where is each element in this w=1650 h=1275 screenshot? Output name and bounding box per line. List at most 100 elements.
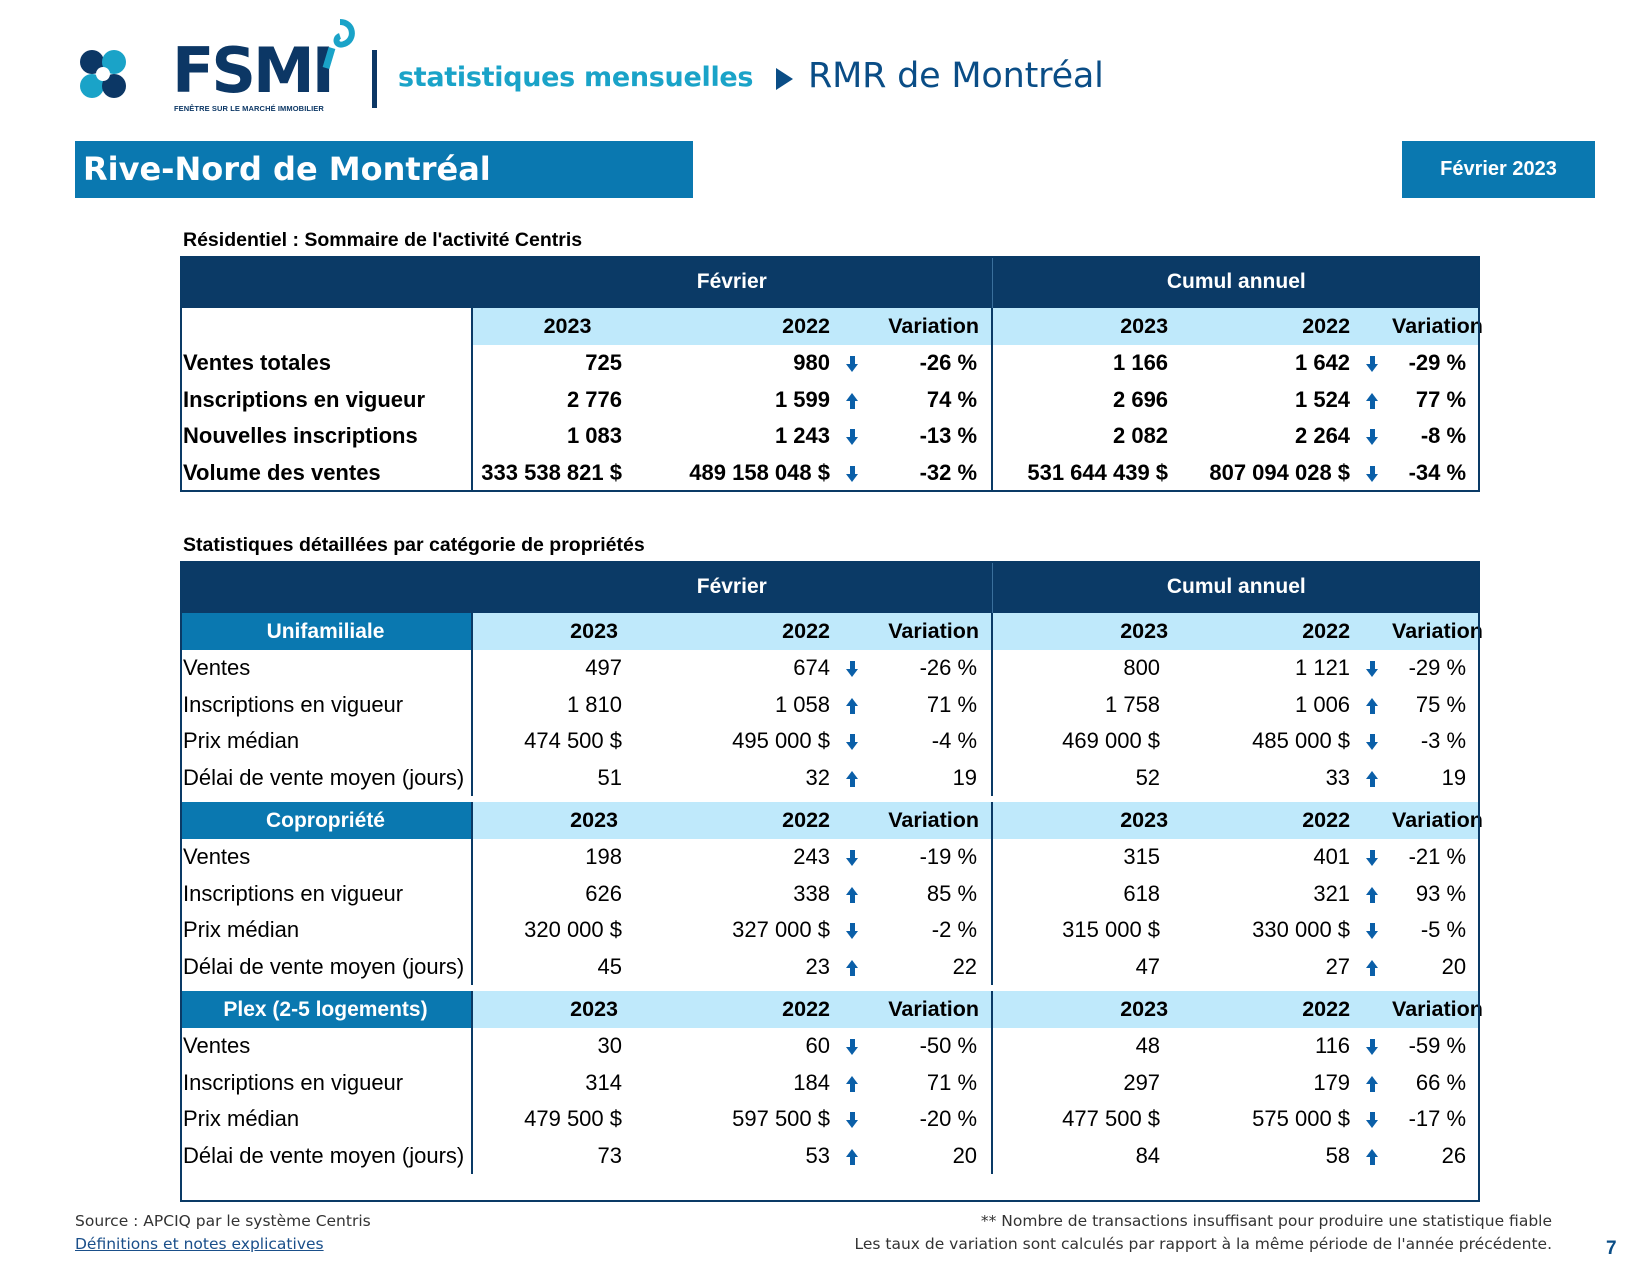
category-header-row: Plex (2-5 logements) 2023 2022 Variation 202… xyxy=(180,991,1483,1028)
variation-month: 74 % xyxy=(872,381,994,418)
arrow-up-icon xyxy=(1366,959,1379,976)
value-month-2023: 320 000 $ xyxy=(524,917,622,943)
arrow-down-icon xyxy=(846,1112,858,1129)
variation-ytd: 19 xyxy=(1441,764,1467,790)
variation-ytd-direction xyxy=(1352,382,1392,419)
variation-month-direction xyxy=(832,1101,872,1138)
fsmi-logo-mark xyxy=(80,50,126,98)
col-arrow-spacer xyxy=(832,802,872,839)
table-row: Prix médian 320 000 $ 327 000 $ -2 % 315 000… xyxy=(180,912,1480,949)
col-2022: 2022 xyxy=(632,802,832,839)
value-ytd-2023: 1 166 xyxy=(1112,350,1169,376)
table-row: Délai de vente moyen (jours) 73 53 20 84 58 26 xyxy=(180,1137,1480,1175)
variation-ytd: -34 % xyxy=(1408,459,1467,485)
table-row: Ventes totales 725 980 -26 % 1 166 1 642 -29 % xyxy=(180,345,1480,382)
variation-ytd: 77 % xyxy=(1415,386,1467,412)
row-label: Inscriptions en vigueur xyxy=(180,1064,473,1101)
variation-month-direction xyxy=(832,1028,872,1065)
variation-month-direction xyxy=(832,650,872,687)
play-arrow-icon xyxy=(776,68,793,90)
col-2023: 2023 xyxy=(472,991,632,1028)
variation-ytd: 93 % xyxy=(1415,880,1467,906)
variation-ytd-direction xyxy=(1352,949,1392,986)
value-month-2023: 479 500 $ xyxy=(524,1106,622,1132)
arrow-down-icon xyxy=(1366,734,1379,751)
col-2022-ytd: 2022 xyxy=(1170,613,1353,650)
variation-month: -26 % xyxy=(872,650,994,687)
footer-note-insufficient: ** Nombre de transactions insuffisant po… xyxy=(980,1212,1552,1230)
value-month-2022: 53 xyxy=(805,1142,830,1168)
value-ytd-2023: 800 xyxy=(1123,655,1161,681)
detail-header-month: Février xyxy=(472,561,993,613)
variation-ytd-direction xyxy=(1352,650,1392,687)
value-month-2022: 674 xyxy=(793,655,830,681)
col-variation: Variation xyxy=(872,308,994,345)
variation-ytd-direction xyxy=(1352,1138,1392,1175)
value-ytd-2023: 315 000 $ xyxy=(1062,917,1161,943)
value-month-2022: 489 158 048 $ xyxy=(689,459,830,485)
value-month-2022: 338 xyxy=(793,880,830,906)
arrow-down-icon xyxy=(846,429,858,446)
variation-month-direction xyxy=(832,912,872,949)
fsmi-logo-text: FSMI xyxy=(172,34,335,107)
row-label: Ventes xyxy=(180,1028,473,1065)
value-ytd-2023: 84 xyxy=(1135,1142,1161,1168)
value-month-2023: 314 xyxy=(585,1069,622,1095)
variation-ytd: -29 % xyxy=(1408,350,1467,376)
variation-month: -4 % xyxy=(872,723,994,760)
variation-ytd-direction xyxy=(1352,345,1392,382)
detail-table: Février Cumul annuel Unifamiliale 2023 202… xyxy=(180,561,1483,1175)
arrow-up-icon xyxy=(1366,1148,1379,1165)
category-header-row: Copropriété 2023 2022 Variation 2023 2022 Vari… xyxy=(180,802,1483,839)
arrow-down-icon xyxy=(1366,661,1379,678)
region-label: RMR de Montréal xyxy=(808,56,1104,96)
value-ytd-2022: 807 094 028 $ xyxy=(1209,459,1351,485)
category-header-row: Unifamiliale 2023 2022 Variation 2023 2022 Var… xyxy=(180,613,1483,650)
table-row: Ventes 30 60 -50 % 48 116 -59 % xyxy=(180,1028,1480,1065)
variation-ytd-direction xyxy=(1352,1065,1392,1102)
variation-ytd-direction xyxy=(1352,912,1392,949)
value-month-2023: 626 xyxy=(585,880,622,906)
col-variation: Variation xyxy=(872,613,994,650)
table-row: Inscriptions en vigueur 2 776 1 599 74 % 2 6… xyxy=(180,381,1480,419)
row-label: Ventes xyxy=(180,650,473,687)
table-row: Inscriptions en vigueur 314 184 71 % 297 179 6… xyxy=(180,1064,1480,1102)
value-ytd-2022: 330 000 $ xyxy=(1252,917,1351,943)
col-arrow-spacer-ytd xyxy=(1352,613,1393,650)
arrow-down-icon xyxy=(846,356,858,373)
variation-ytd: 75 % xyxy=(1415,691,1467,717)
variation-month-direction xyxy=(832,760,872,797)
variation-ytd-direction xyxy=(1352,1028,1392,1065)
variation-month: -20 % xyxy=(872,1101,994,1138)
col-variation-ytd: Variation xyxy=(1392,991,1483,1028)
row-label: Inscriptions en vigueur xyxy=(180,875,473,912)
arrow-down-icon xyxy=(1366,356,1379,373)
col-2023: 2023 xyxy=(472,308,622,345)
variation-month: -26 % xyxy=(872,345,994,382)
row-label: Prix médian xyxy=(180,912,473,949)
table-row: Ventes 198 243 -19 % 315 401 -21 % xyxy=(180,839,1480,876)
variation-month-direction xyxy=(832,839,872,876)
period-badge: Février 2023 xyxy=(1402,141,1595,198)
definitions-link[interactable]: Définitions et notes explicatives xyxy=(75,1235,324,1253)
table-row: Prix médian 474 500 $ 495 000 $ -4 % 469 000… xyxy=(180,723,1480,760)
arrow-down-icon xyxy=(1366,923,1379,940)
row-label: Prix médian xyxy=(180,723,473,760)
table-row: Délai de vente moyen (jours) 51 32 19 52 33 19 xyxy=(180,759,1480,797)
variation-month: 85 % xyxy=(872,875,994,912)
variation-ytd-direction xyxy=(1352,418,1392,455)
header-divider xyxy=(372,50,377,108)
variation-ytd: -5 % xyxy=(1420,917,1467,943)
variation-month-direction xyxy=(832,1138,872,1175)
col-variation: Variation xyxy=(872,802,994,839)
arrow-down-icon xyxy=(1366,1112,1379,1129)
variation-ytd: 66 % xyxy=(1415,1069,1467,1095)
col-arrow-spacer-ytd xyxy=(1352,991,1393,1028)
value-month-2022: 495 000 $ xyxy=(732,728,830,754)
value-month-2022: 243 xyxy=(793,844,830,870)
col-2023-ytd: 2023 xyxy=(992,991,1171,1028)
arrow-down-icon xyxy=(846,661,858,678)
variation-month-direction xyxy=(832,1065,872,1102)
col-variation-ytd: Variation xyxy=(1392,613,1483,650)
col-arrow-spacer xyxy=(832,991,872,1028)
